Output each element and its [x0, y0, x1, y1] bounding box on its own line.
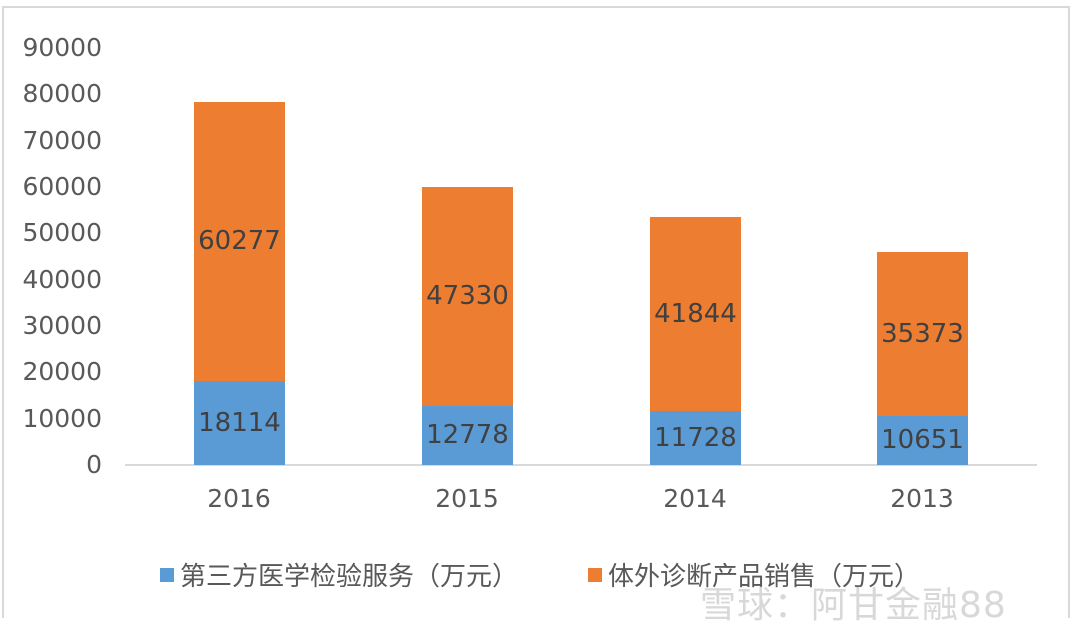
legend-swatch-blue	[160, 567, 174, 582]
bar-2013: 10651 35373	[877, 251, 968, 465]
data-label: 41844	[654, 298, 737, 329]
y-tick-label: 90000	[22, 33, 102, 62]
segment-lab-services: 10651	[877, 415, 968, 465]
bar-2014: 11728 41844	[650, 216, 741, 465]
y-tick-label: 0	[86, 450, 102, 479]
legend-label: 第三方医学检验服务（万元）	[180, 562, 519, 592]
legend-item-lab-services: 第三方医学检验服务（万元）	[160, 556, 518, 593]
x-tick-label: 2015	[435, 484, 499, 513]
y-tick-label: 30000	[22, 311, 102, 340]
x-tick-label: 2013	[890, 484, 954, 513]
data-label: 35373	[881, 318, 964, 349]
y-tick-label: 80000	[22, 79, 102, 109]
legend-label: 体外诊断产品销售（万元）	[608, 562, 921, 592]
data-label: 47330	[426, 281, 509, 312]
data-label: 18114	[198, 408, 281, 439]
y-tick-label: 40000	[22, 264, 102, 294]
bar-2016: 18114 60277	[194, 101, 285, 465]
segment-lab-services: 12778	[422, 405, 513, 465]
x-tick-label: 2016	[207, 484, 271, 513]
segment-ivd-sales: 41844	[650, 216, 741, 411]
legend-swatch-orange	[588, 567, 602, 582]
bar-2015: 12778 47330	[422, 186, 513, 465]
y-tick-label: 50000	[22, 218, 102, 248]
y-tick-label: 10000	[22, 403, 102, 433]
watermark: 雪球：阿甘金融88	[700, 585, 1007, 626]
y-tick-label: 70000	[22, 125, 102, 155]
segment-ivd-sales: 35373	[877, 251, 968, 416]
x-axis-line	[125, 464, 1037, 466]
x-tick-label: 2014	[663, 484, 727, 513]
y-tick-label: 20000	[22, 357, 102, 387]
segment-ivd-sales: 60277	[194, 101, 285, 382]
legend-item-ivd-sales: 体外诊断产品销售（万元）	[588, 556, 920, 593]
data-label: 12778	[426, 420, 509, 451]
segment-lab-services: 18114	[194, 381, 285, 465]
segment-lab-services: 11728	[650, 410, 741, 465]
segment-ivd-sales: 47330	[422, 186, 513, 406]
y-tick-label: 60000	[22, 172, 102, 201]
chart-frame	[2, 6, 1070, 618]
data-label: 60277	[198, 226, 281, 257]
data-label: 11728	[654, 422, 737, 453]
data-label: 10651	[881, 425, 964, 456]
